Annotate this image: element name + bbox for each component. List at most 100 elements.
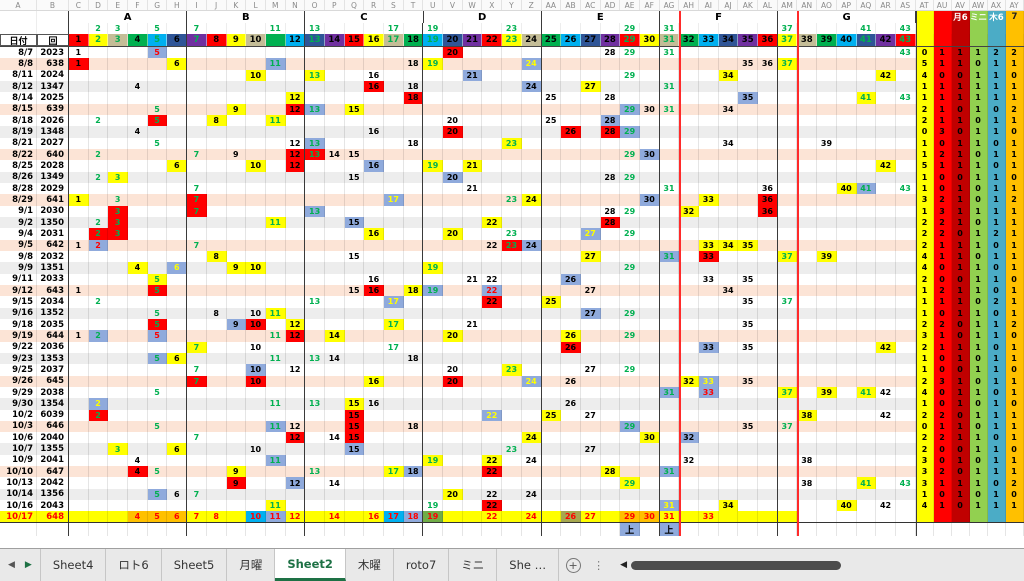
column-letter[interactable]: AY <box>1006 0 1024 10</box>
grid-cell[interactable] <box>699 307 719 319</box>
summary-cell[interactable]: 2 <box>915 341 934 353</box>
grid-cell[interactable] <box>522 126 542 138</box>
grid-cell[interactable] <box>837 284 857 297</box>
number-cell[interactable]: 15 <box>345 148 365 161</box>
grid-cell[interactable] <box>738 364 759 376</box>
grid-cell[interactable] <box>561 409 581 421</box>
number-cell[interactable]: 9 <box>227 148 247 161</box>
grid-cell[interactable] <box>601 477 621 489</box>
grid-cell[interactable] <box>463 80 483 93</box>
number-cell[interactable]: 20 <box>443 126 463 138</box>
summary-cell[interactable]: 1 <box>933 330 952 342</box>
summary-cell[interactable]: 2 <box>933 432 952 444</box>
grid-cell[interactable] <box>384 352 404 365</box>
grid-cell[interactable] <box>758 296 778 308</box>
number-cell[interactable]: 31 <box>659 500 680 512</box>
grid-cell[interactable] <box>719 205 739 217</box>
grid-cell[interactable] <box>542 216 562 229</box>
summary-cell[interactable]: 2 <box>915 443 934 455</box>
number-cell[interactable]: 20 <box>443 364 463 376</box>
number-cell[interactable]: 5 <box>147 352 168 365</box>
grid-cell[interactable] <box>837 126 857 138</box>
number-cell[interactable]: 12 <box>285 148 306 161</box>
grid-cell[interactable] <box>266 69 286 81</box>
grid-cell[interactable] <box>286 239 306 251</box>
grid-cell[interactable] <box>660 239 680 251</box>
grid-cell[interactable] <box>462 511 483 522</box>
grid-cell[interactable] <box>876 466 896 478</box>
summary-cell[interactable]: 1 <box>969 160 988 172</box>
grid-cell[interactable] <box>69 296 89 308</box>
grid-cell[interactable] <box>502 432 522 444</box>
number-cell[interactable]: 12 <box>286 420 306 433</box>
grid-cell[interactable] <box>817 114 837 127</box>
summary-cell[interactable]: 0 <box>933 69 952 81</box>
grid-cell[interactable] <box>896 148 916 161</box>
grid-cell[interactable] <box>207 262 227 274</box>
grid-cell[interactable] <box>581 522 601 536</box>
summary-cell[interactable]: 1 <box>969 284 988 297</box>
grid-cell[interactable] <box>640 364 660 376</box>
column-letter[interactable]: AM <box>778 0 798 10</box>
column-letter[interactable]: R <box>364 0 384 10</box>
grid-cell[interactable] <box>738 103 759 115</box>
grid-cell[interactable] <box>679 126 699 138</box>
grid-cell[interactable] <box>719 114 739 127</box>
column-letter[interactable]: AA <box>542 0 562 10</box>
number-cell[interactable]: 8 <box>206 511 227 522</box>
number-cell[interactable]: 34 <box>718 500 739 512</box>
grid-cell[interactable] <box>207 352 227 365</box>
sheet-tab-Sheet5[interactable]: Sheet5 <box>162 549 228 581</box>
grid-cell[interactable] <box>758 148 778 161</box>
number-cell[interactable]: 25 <box>541 409 562 421</box>
grid-cell[interactable] <box>108 58 129 70</box>
grid-cell[interactable] <box>837 466 857 478</box>
grid-cell[interactable] <box>778 488 798 501</box>
number-cell[interactable]: 9 <box>226 477 247 489</box>
grid-cell[interactable] <box>600 511 621 522</box>
grid-cell[interactable] <box>187 296 207 308</box>
number-header-cell[interactable]: 31 <box>659 34 680 46</box>
grid-cell[interactable] <box>561 114 581 127</box>
number-cell[interactable]: 34 <box>719 137 739 149</box>
grid-cell[interactable] <box>601 58 621 70</box>
grid-cell[interactable] <box>797 160 818 172</box>
grid-cell[interactable] <box>699 148 719 161</box>
grid-cell[interactable] <box>699 432 719 444</box>
date-cell[interactable]: 10/13 <box>0 477 37 489</box>
grid-cell[interactable] <box>738 126 759 138</box>
number-cell[interactable]: 29 <box>620 69 640 81</box>
number-cell[interactable]: 27 <box>580 511 601 522</box>
grid-cell[interactable] <box>837 443 857 455</box>
number-cell[interactable]: 21 <box>463 273 483 285</box>
grid-cell[interactable] <box>719 216 739 229</box>
grid-cell[interactable] <box>601 239 621 251</box>
grid-cell[interactable] <box>778 307 798 319</box>
grid-cell[interactable] <box>896 114 916 127</box>
grid-cell[interactable] <box>384 47 404 59</box>
grid-cell[interactable] <box>227 80 247 93</box>
number-cell[interactable]: 27 <box>581 443 601 455</box>
number-header-cell[interactable]: 9 <box>226 34 247 46</box>
column-letter[interactable]: AH <box>679 0 699 10</box>
grid-cell[interactable] <box>719 47 739 59</box>
summary-cell[interactable]: 0 <box>1005 126 1024 138</box>
number-cell[interactable]: 33 <box>699 239 719 251</box>
grid-cell[interactable] <box>305 47 325 59</box>
grid-cell[interactable] <box>207 182 227 195</box>
sheet-tab-月曜[interactable]: 月曜 <box>227 549 276 581</box>
number-cell[interactable]: 40 <box>836 182 857 195</box>
grid-cell[interactable] <box>620 182 640 195</box>
summary-cell[interactable] <box>951 511 970 522</box>
round-cell[interactable]: 1354 <box>37 398 69 410</box>
grid-cell[interactable] <box>345 454 365 467</box>
number-cell[interactable]: 27 <box>581 284 601 297</box>
grid-cell[interactable] <box>463 409 483 421</box>
grid-cell[interactable] <box>207 273 227 285</box>
summary-cell[interactable]: 0 <box>969 194 988 206</box>
grid-cell[interactable] <box>345 239 365 251</box>
date-cell[interactable]: 8/11 <box>0 69 37 81</box>
number-header-cell[interactable]: 6 <box>167 34 188 46</box>
grid-cell[interactable] <box>660 284 680 297</box>
grid-cell[interactable] <box>522 364 542 376</box>
